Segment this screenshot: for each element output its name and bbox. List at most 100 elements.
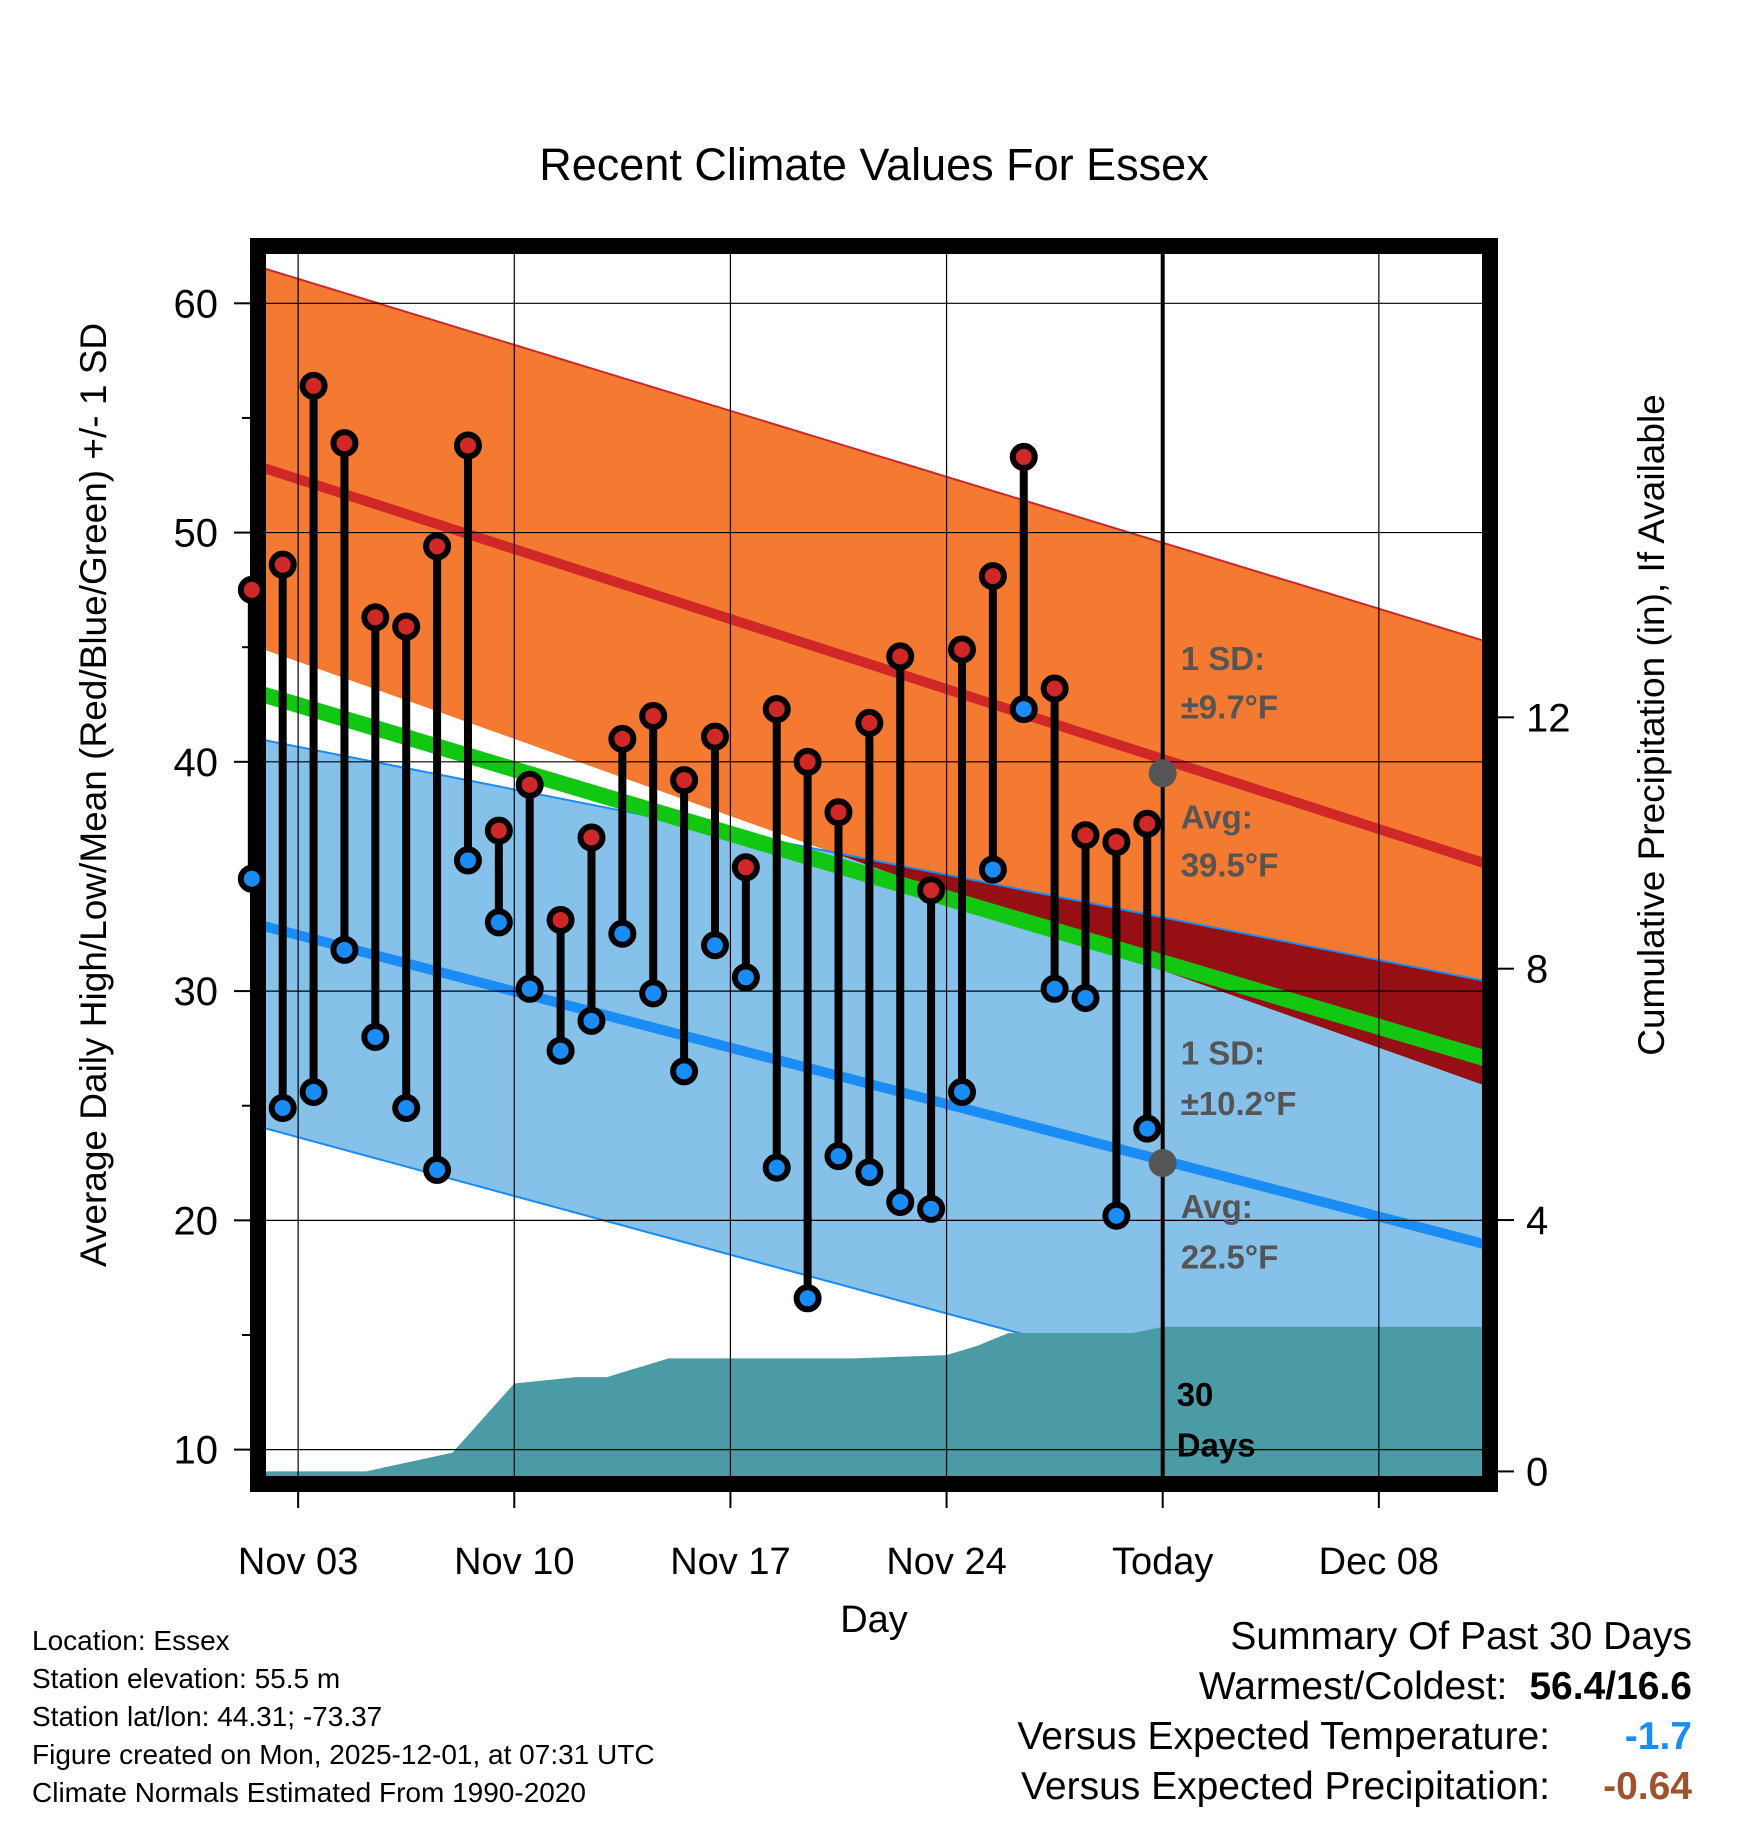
y2-tick-label: 4 (1526, 1199, 1548, 1243)
x-tick-label: Nov 10 (454, 1541, 574, 1583)
daily-low-dot (608, 919, 637, 948)
daily-low-dot (299, 1077, 328, 1106)
plot-frame (250, 238, 1498, 1492)
summary-panel: Summary Of Past 30 Days Warmest/Coldest:… (1017, 1612, 1692, 1812)
daily-high-dot (453, 431, 482, 460)
daily-high-dot (793, 747, 822, 776)
climate-normals: Climate Normals Estimated From 1990-2020 (32, 1777, 586, 1808)
high-avg-value: 39.5°F (1181, 846, 1279, 883)
daily-obs (855, 708, 884, 1187)
daily-high-dot (392, 612, 421, 641)
high-avg-marker (1148, 759, 1177, 788)
daily-high-dot (824, 798, 853, 827)
daily-obs (793, 747, 822, 1313)
daily-low-dot (762, 1153, 791, 1182)
station-location: Location: Essex (32, 1625, 230, 1656)
daily-low-dot (700, 931, 729, 960)
x-tick-label: Nov 24 (886, 1541, 1006, 1583)
daily-high-dot (1102, 828, 1131, 857)
daily-high-dot (1071, 821, 1100, 850)
y-tick-label: 10 (174, 1429, 219, 1473)
daily-low-dot (1133, 1114, 1162, 1143)
temp-label: Versus Expected Temperature: (1017, 1715, 1550, 1758)
daily-high-dot (268, 550, 297, 579)
daily-obs (731, 853, 760, 992)
y-axis-label: Average Daily High/Low/Mean (Red/Blue/Gr… (73, 323, 114, 1267)
daily-obs (700, 722, 729, 960)
x-tick-label: Nov 03 (238, 1541, 358, 1583)
daily-observations (237, 371, 1162, 1313)
daily-high-dot (423, 532, 452, 561)
daily-low-dot (670, 1057, 699, 1086)
daily-low-dot (917, 1194, 946, 1223)
annotations: 1 SD: ±9.7°F Avg: 39.5°F 1 SD: ±10.2°F Avg: 22.… (1148, 640, 1296, 1463)
daily-high-dot (1133, 809, 1162, 838)
daily-low-dot (824, 1142, 853, 1171)
warmest-value: 56.4/16.6 (1529, 1665, 1692, 1708)
daily-low-dot (731, 963, 760, 992)
daily-high-dot (917, 876, 946, 905)
y2-axis-label: Cumulative Precipitation (in), If Availa… (1631, 394, 1672, 1056)
daily-high-dot (1040, 674, 1069, 703)
daily-obs (824, 798, 853, 1171)
station-latlon: Station lat/lon: 44.31; -73.37 (32, 1701, 383, 1732)
daily-obs (299, 371, 328, 1106)
daily-obs (608, 724, 637, 948)
daily-obs (268, 550, 297, 1123)
daily-low-dot (1102, 1201, 1131, 1230)
precip-value: -0.64 (1603, 1765, 1692, 1808)
low-avg-marker (1148, 1149, 1177, 1178)
daily-high-dot (855, 708, 884, 737)
high-sd-label: 1 SD: (1181, 640, 1265, 677)
daily-high-dot (515, 770, 544, 799)
daily-low-dot (1040, 974, 1069, 1003)
daily-high-dot (978, 562, 1007, 591)
y-tick-label: 20 (174, 1199, 219, 1243)
daily-high-dot (700, 722, 729, 751)
precip-label: Versus Expected Precipitation: (1021, 1765, 1550, 1808)
daily-high-dot (299, 371, 328, 400)
chart-title: Recent Climate Values For Essex (539, 139, 1209, 190)
daily-obs (1102, 828, 1131, 1230)
daily-low-dot (330, 935, 359, 964)
daily-obs (330, 429, 359, 964)
daily-obs (639, 701, 668, 1008)
daily-high-dot (330, 429, 359, 458)
figure-created: Figure created on Mon, 2025-12-01, at 07… (32, 1739, 655, 1770)
mean-line (258, 685, 1490, 1068)
daily-high-dot (577, 823, 606, 852)
low-sd-label: 1 SD: (1181, 1034, 1265, 1071)
daily-low-dot (392, 1094, 421, 1123)
daily-low-dot (577, 1006, 606, 1035)
y-tick-label: 50 (174, 512, 219, 556)
y-tick-label: 60 (174, 282, 219, 326)
daily-high-dot (484, 816, 513, 845)
x-tick-label: Today (1112, 1541, 1213, 1583)
low-mean-line (258, 919, 1490, 1251)
daily-high-dot (361, 603, 390, 632)
daily-high-dot (237, 575, 266, 604)
daily-low-dot (855, 1158, 884, 1187)
daily-obs (237, 575, 266, 893)
summary-temp-row: Versus Expected Temperature: -1.7 (1017, 1712, 1692, 1762)
y-tick-label: 30 (174, 970, 219, 1014)
daily-obs (978, 562, 1007, 884)
daily-high-dot (886, 642, 915, 671)
daily-obs (515, 770, 544, 1003)
summary-precip-row: Versus Expected Precipitation: -0.64 (1017, 1762, 1692, 1812)
daily-low-dot (793, 1284, 822, 1313)
y2-tick-label: 12 (1526, 696, 1571, 740)
daily-high-dot (762, 695, 791, 724)
daily-low-dot (1071, 983, 1100, 1012)
summary-warmest-row: Warmest/Coldest: 56.4/16.6 (1017, 1662, 1692, 1712)
high-avg-label: Avg: (1181, 798, 1253, 835)
daily-high-dot (670, 766, 699, 795)
precip-area (258, 1326, 1490, 1484)
plot-area (258, 246, 1490, 1484)
y2-tick-label: 8 (1526, 948, 1548, 992)
low-avg-label: Avg: (1181, 1188, 1253, 1225)
daily-obs (484, 816, 513, 937)
window-label-days: Days (1177, 1426, 1256, 1463)
daily-high-dot (731, 853, 760, 882)
